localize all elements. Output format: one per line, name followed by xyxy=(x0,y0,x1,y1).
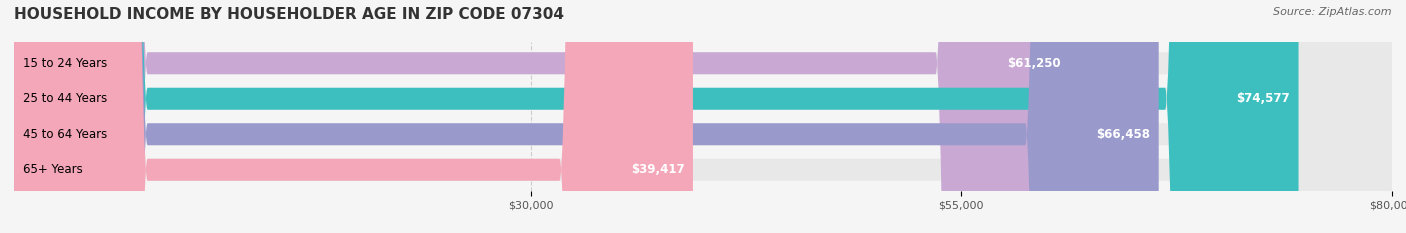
Text: $66,458: $66,458 xyxy=(1097,128,1150,141)
Text: $61,250: $61,250 xyxy=(1007,57,1060,70)
Text: 65+ Years: 65+ Years xyxy=(22,163,83,176)
FancyBboxPatch shape xyxy=(14,0,693,233)
Text: 25 to 44 Years: 25 to 44 Years xyxy=(22,92,107,105)
FancyBboxPatch shape xyxy=(14,0,1159,233)
Text: Source: ZipAtlas.com: Source: ZipAtlas.com xyxy=(1274,7,1392,17)
FancyBboxPatch shape xyxy=(14,0,1069,233)
Text: 15 to 24 Years: 15 to 24 Years xyxy=(22,57,107,70)
Text: $39,417: $39,417 xyxy=(631,163,685,176)
Text: 45 to 64 Years: 45 to 64 Years xyxy=(22,128,107,141)
FancyBboxPatch shape xyxy=(14,0,1392,233)
FancyBboxPatch shape xyxy=(14,0,1392,233)
Text: $74,577: $74,577 xyxy=(1236,92,1289,105)
Text: HOUSEHOLD INCOME BY HOUSEHOLDER AGE IN ZIP CODE 07304: HOUSEHOLD INCOME BY HOUSEHOLDER AGE IN Z… xyxy=(14,7,564,22)
FancyBboxPatch shape xyxy=(14,0,1392,233)
FancyBboxPatch shape xyxy=(14,0,1392,233)
FancyBboxPatch shape xyxy=(14,0,1299,233)
